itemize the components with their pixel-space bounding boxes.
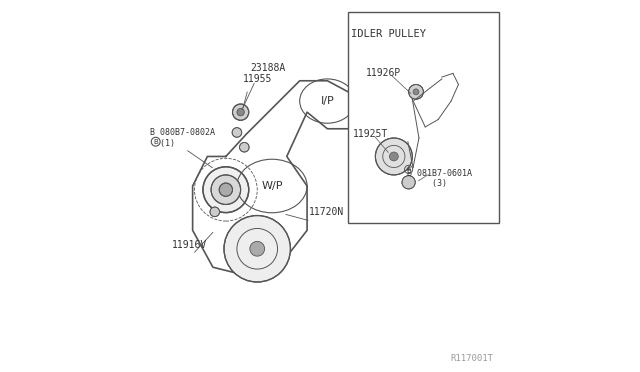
Circle shape	[237, 109, 244, 116]
Circle shape	[413, 89, 419, 95]
Text: 11926P: 11926P	[366, 68, 401, 78]
Text: 23188A: 23188A	[250, 63, 285, 73]
Circle shape	[408, 84, 424, 99]
Text: 11925T: 11925T	[353, 129, 388, 139]
Circle shape	[389, 152, 398, 161]
Circle shape	[211, 175, 241, 205]
Text: B 080B7-0802A
  (1): B 080B7-0802A (1)	[150, 128, 215, 148]
Circle shape	[402, 176, 415, 189]
Circle shape	[210, 207, 220, 217]
Text: 11916V: 11916V	[172, 240, 207, 250]
FancyBboxPatch shape	[348, 13, 499, 223]
Circle shape	[239, 142, 249, 152]
Text: B: B	[154, 139, 158, 145]
Text: I/P: I/P	[321, 96, 334, 106]
Text: 11955: 11955	[243, 74, 272, 84]
Text: R117001T: R117001T	[451, 354, 493, 363]
Text: W/P: W/P	[261, 181, 283, 191]
Circle shape	[232, 104, 249, 120]
Circle shape	[224, 215, 291, 282]
Text: IDLER PULLEY: IDLER PULLEY	[351, 29, 426, 39]
Text: B: B	[406, 167, 411, 172]
Text: 11720N: 11720N	[309, 207, 344, 217]
Circle shape	[250, 241, 264, 256]
Circle shape	[232, 128, 242, 137]
Circle shape	[203, 167, 249, 212]
Circle shape	[220, 183, 232, 196]
Text: B 081B7-0601A
     (3): B 081B7-0601A (3)	[407, 169, 472, 188]
Circle shape	[376, 138, 412, 175]
